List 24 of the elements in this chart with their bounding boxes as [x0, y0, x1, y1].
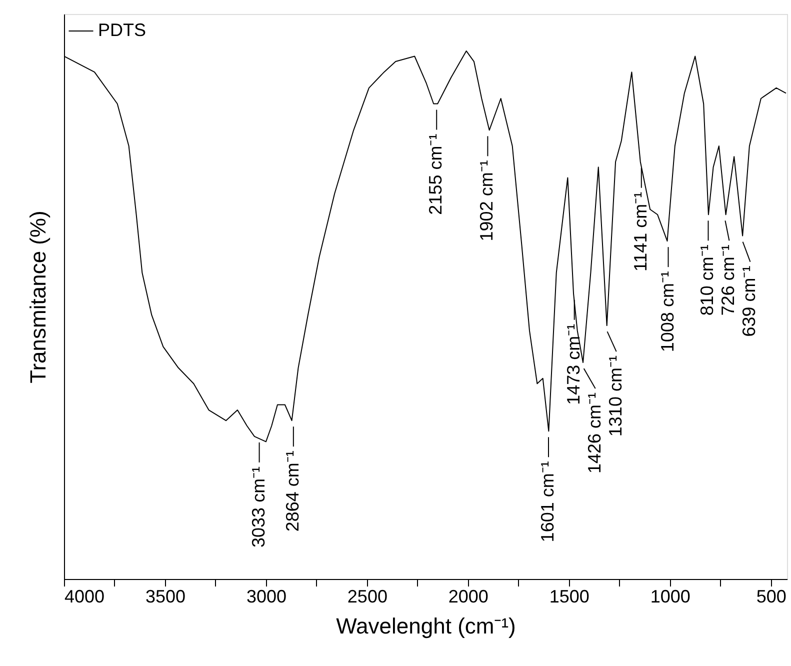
- annotation: 1008 cm⁻¹: [657, 271, 678, 352]
- x-tick-label: 4000: [64, 586, 105, 606]
- annotation: 1141 cm⁻¹: [630, 192, 650, 272]
- annotation: 2864 cm⁻¹: [282, 450, 302, 532]
- x-tick-label: 2500: [347, 586, 388, 606]
- legend-label: PDTS: [98, 20, 146, 40]
- y-axis-title: Transmitance (%): [26, 210, 50, 384]
- x-tick-label: 3500: [145, 586, 186, 606]
- annotation: 1601 cm⁻¹: [537, 461, 558, 542]
- x-tick-label: 1000: [650, 586, 690, 606]
- annotation: 1473 cm⁻¹: [563, 324, 584, 405]
- annotation: 1902 cm⁻¹: [476, 160, 497, 242]
- annotation: 1426 cm⁻¹: [584, 392, 604, 474]
- annotation: 2155 cm⁻¹: [426, 134, 446, 215]
- annotation: 726 cm⁻¹: [718, 244, 738, 316]
- annotation: 1310 cm⁻¹: [605, 356, 626, 437]
- x-tick-label: 2000: [448, 586, 488, 606]
- annotation: 3033 cm⁻¹: [248, 466, 268, 548]
- x-tick-label: 1500: [549, 586, 590, 606]
- annotation: 810 cm⁻¹: [697, 244, 718, 316]
- annotation: 639 cm⁻¹: [739, 266, 760, 337]
- x-axis-title: Wavelenght (cm⁻¹): [336, 614, 516, 638]
- x-tick-label: 3000: [246, 586, 286, 606]
- x-tick-label: 500: [756, 586, 786, 606]
